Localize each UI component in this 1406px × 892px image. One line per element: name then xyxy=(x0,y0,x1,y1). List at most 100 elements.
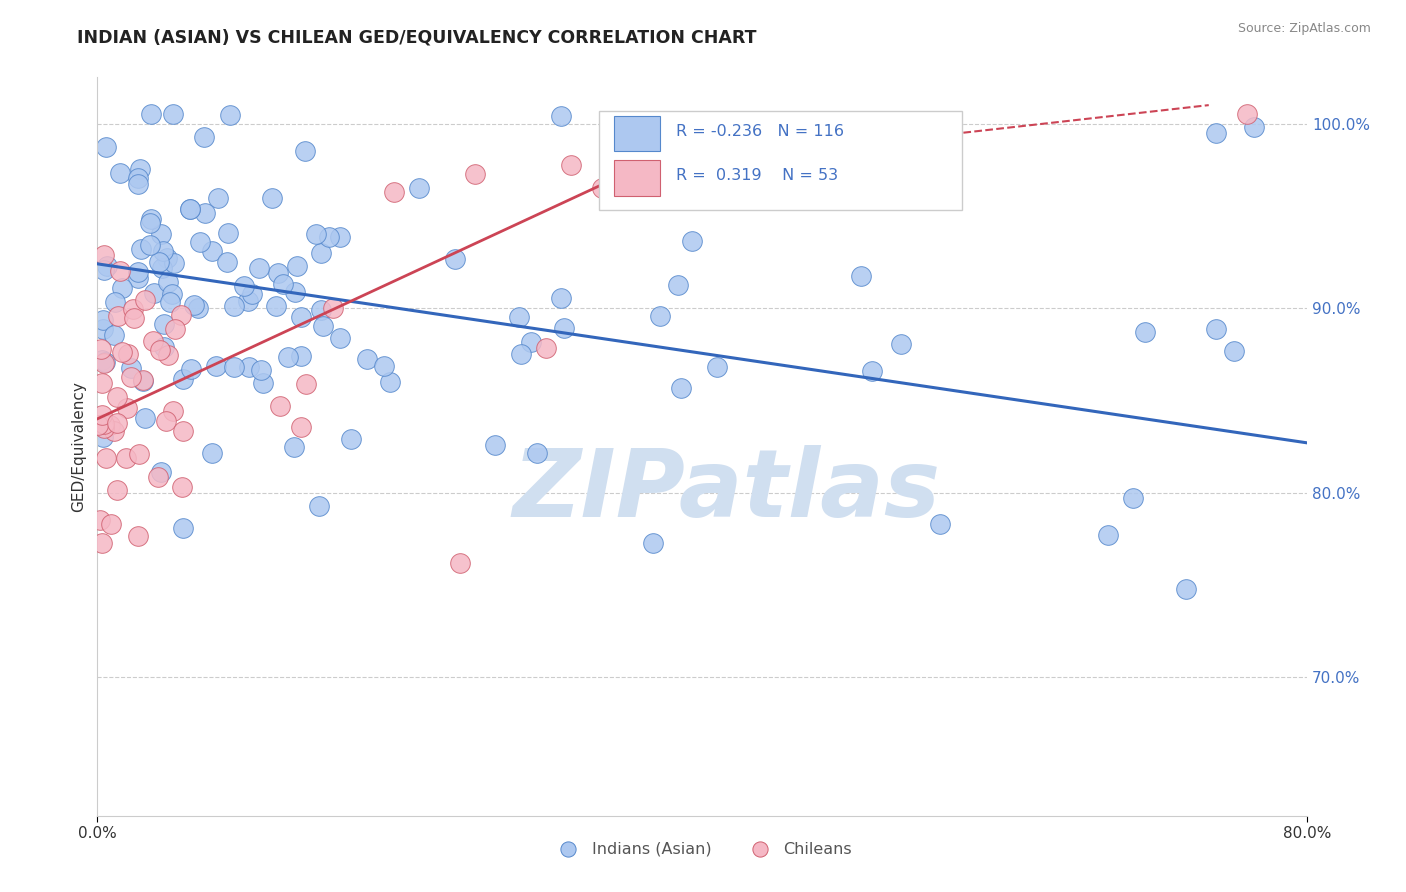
Point xyxy=(550,109,572,123)
Point xyxy=(93,356,115,370)
FancyBboxPatch shape xyxy=(599,111,962,211)
Point xyxy=(94,355,117,369)
Point xyxy=(187,301,209,315)
Point xyxy=(162,256,184,270)
Point xyxy=(128,447,150,461)
Point xyxy=(149,343,172,357)
Point xyxy=(188,235,211,249)
Point xyxy=(172,424,194,438)
Point xyxy=(104,295,127,310)
Point xyxy=(526,445,548,459)
Point xyxy=(201,244,224,258)
Point xyxy=(550,291,572,305)
Point xyxy=(170,308,193,322)
Y-axis label: GED/Equivalency: GED/Equivalency xyxy=(72,381,86,512)
Point xyxy=(484,438,506,452)
Point xyxy=(224,299,246,313)
Point xyxy=(641,535,664,549)
Point xyxy=(93,313,115,327)
Point xyxy=(408,180,430,194)
Point xyxy=(107,390,129,404)
Point xyxy=(142,334,165,348)
Point xyxy=(105,416,128,430)
Point xyxy=(669,381,692,395)
Point xyxy=(194,206,217,220)
Point xyxy=(131,373,153,387)
Point xyxy=(238,359,260,374)
Point xyxy=(127,177,149,191)
Point xyxy=(179,202,201,217)
Point xyxy=(1236,107,1258,121)
Text: Source: ZipAtlas.com: Source: ZipAtlas.com xyxy=(1237,22,1371,36)
Point xyxy=(240,287,263,301)
Point xyxy=(132,374,155,388)
Point xyxy=(162,404,184,418)
Point xyxy=(592,181,614,195)
Point xyxy=(150,260,173,275)
Point xyxy=(93,421,115,435)
Point xyxy=(150,227,173,241)
Point xyxy=(122,302,145,317)
Point xyxy=(134,293,156,308)
Point xyxy=(860,363,883,377)
Point xyxy=(127,270,149,285)
Point xyxy=(105,483,128,497)
Point xyxy=(98,417,121,432)
Point xyxy=(295,377,318,392)
Point xyxy=(668,278,690,293)
Point xyxy=(1122,491,1144,505)
Point xyxy=(120,370,142,384)
Point xyxy=(90,353,112,368)
Point xyxy=(129,242,152,256)
Point xyxy=(464,168,486,182)
Point xyxy=(165,322,187,336)
Point xyxy=(143,286,166,301)
Point xyxy=(93,430,115,444)
Text: R =  0.319    N = 53: R = 0.319 N = 53 xyxy=(676,168,838,183)
Point xyxy=(449,556,471,570)
Point xyxy=(224,360,246,375)
Point xyxy=(93,417,115,431)
Point xyxy=(329,331,352,345)
Point xyxy=(100,517,122,532)
Point xyxy=(269,399,291,413)
FancyBboxPatch shape xyxy=(614,161,659,195)
Point xyxy=(86,418,108,433)
Point xyxy=(96,259,118,273)
Point xyxy=(1135,325,1157,339)
Point xyxy=(160,286,183,301)
Point xyxy=(170,480,193,494)
Point xyxy=(284,285,307,299)
Point xyxy=(510,347,533,361)
Point xyxy=(250,362,273,376)
Point xyxy=(103,328,125,343)
Point xyxy=(616,151,638,165)
Point xyxy=(247,261,270,276)
Text: ZIPatlas: ZIPatlas xyxy=(512,445,941,537)
Point xyxy=(117,346,139,360)
Point xyxy=(373,359,395,373)
Point xyxy=(536,341,558,355)
Point xyxy=(356,351,378,366)
Point xyxy=(96,451,118,466)
Point xyxy=(650,309,672,323)
Point xyxy=(294,144,316,158)
Point xyxy=(159,294,181,309)
Point xyxy=(1205,322,1227,336)
Point xyxy=(267,266,290,280)
Point xyxy=(260,191,283,205)
Point xyxy=(1205,126,1227,140)
Point xyxy=(382,186,405,200)
Point xyxy=(134,411,156,425)
Point xyxy=(127,528,149,542)
Point xyxy=(219,108,242,122)
Point xyxy=(201,446,224,460)
Point xyxy=(93,322,115,336)
Point xyxy=(890,336,912,351)
Point xyxy=(180,361,202,376)
Point xyxy=(304,227,326,241)
Point xyxy=(654,127,676,141)
Point xyxy=(322,301,344,316)
Point xyxy=(264,299,287,313)
Point xyxy=(96,140,118,154)
